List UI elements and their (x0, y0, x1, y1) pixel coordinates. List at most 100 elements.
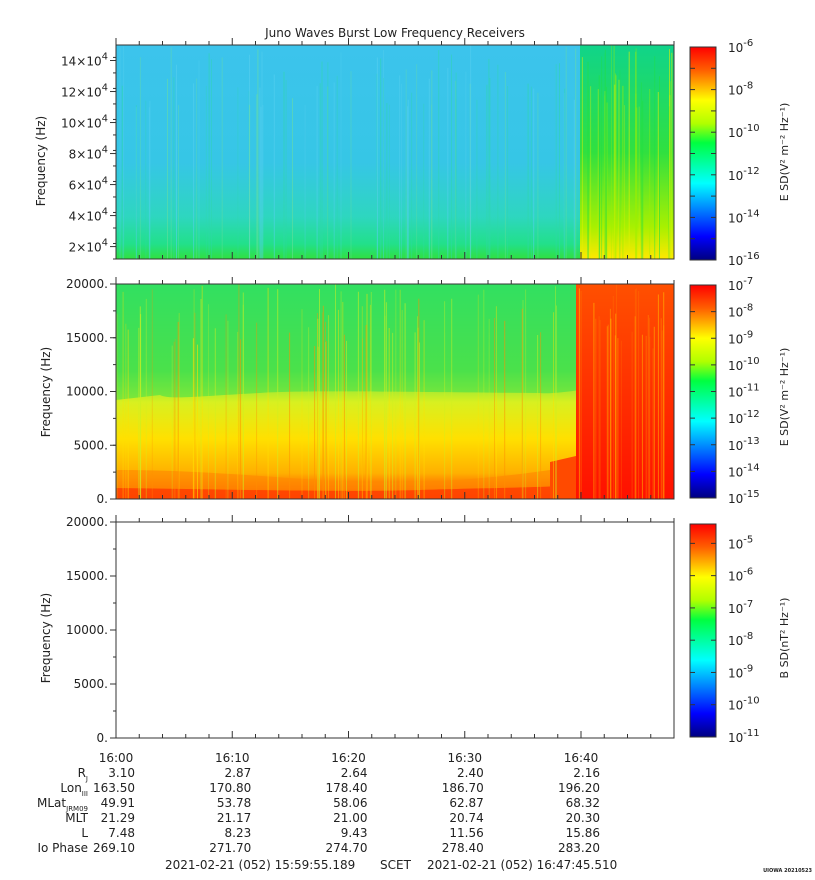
ephemeris-label: MLatJRM09 (37, 796, 88, 813)
panel-1-streaks (119, 45, 673, 259)
y-tick-label: 20000. (66, 277, 108, 291)
ephemeris-value: 178.40 (326, 781, 368, 795)
time-tick-label: 16:40 (564, 751, 599, 765)
ephemeris-label: RJ (78, 766, 88, 783)
ephemeris-label: MLT (65, 811, 88, 825)
panel-3-colorbar (689, 523, 717, 738)
ephemeris-value: 269.10 (93, 841, 135, 855)
panel-2-y-label: Frequency (Hz) (39, 347, 53, 438)
y-tick-label: 5000. (74, 677, 108, 691)
panel-2-x-ticks (115, 277, 675, 499)
footer-stamp: UIOWA 20210523 (763, 868, 812, 874)
panel-2-burst-shoulder (550, 456, 576, 499)
colorbar-tick-label: 10-13 (728, 436, 760, 453)
panel-3: 0. 5000. 10000. 15000. 20000. Frequency (Hz)… (39, 515, 791, 745)
colorbar-tick-label: 10-8 (728, 81, 753, 98)
colorbar-tick-label: 10-9 (728, 663, 753, 680)
ephemeris-value: 2.40 (457, 766, 484, 780)
panel-2-colorbar-ticks: 10-7 10-8 10-9 10-10 10-11 10-12 10-13 10-14 10-… (690, 276, 760, 506)
panel-1-y-axis: 2×104 4×104 6×104 8×104 10×104 12×104 14×104 (61, 52, 116, 260)
colorbar-tick-label: 10-11 (728, 728, 760, 745)
ephemeris-value: 53.78 (217, 796, 251, 810)
footer-end-time: 2021-02-21 (052) 16:47:45.510 (427, 858, 617, 872)
panel-2-upper-green-band (116, 284, 674, 400)
colorbar-tick-label: 10-6 (728, 38, 753, 55)
colorbar-tick-label: 10-8 (728, 631, 753, 648)
y-tick-label: 6×104 (69, 176, 108, 193)
ephemeris-value: 283.20 (558, 841, 600, 855)
ephemeris-label: LonIII (60, 781, 88, 798)
y-tick-label: 2×104 (69, 238, 108, 255)
ephemeris-value: 274.70 (326, 841, 368, 855)
colorbar-tick-label: 10-10 (728, 123, 760, 140)
ephemeris-value: 49.91 (101, 796, 135, 810)
ephemeris-value: 2.64 (341, 766, 368, 780)
panel-3-x-ticks (115, 515, 675, 738)
colorbar-tick-label: 10-6 (728, 567, 753, 584)
ephemeris-value: 20.30 (566, 811, 600, 825)
y-tick-label: 0. (97, 731, 108, 745)
y-tick-label: 10000. (66, 385, 108, 399)
ephemeris-value: 2.16 (573, 766, 600, 780)
colorbar-tick-label: 10-12 (728, 409, 760, 426)
y-tick-label: 8×104 (69, 145, 108, 162)
colorbar-tick-label: 10-15 (728, 489, 760, 506)
colorbar-tick-label: 10-7 (728, 276, 753, 293)
ephemeris-value: 278.40 (442, 841, 484, 855)
y-tick-label: 10×104 (61, 114, 108, 131)
panel-3-colorbar-ticks: 10-5 10-6 10-7 10-8 10-9 10-10 10-11 (690, 534, 760, 745)
time-tick-label: 16:00 (99, 751, 134, 765)
ephemeris-value: 163.50 (93, 781, 135, 795)
y-tick-label: 20000. (66, 515, 108, 529)
panel-2-streaks (116, 284, 665, 499)
ephemeris-value: 21.17 (217, 811, 251, 825)
colorbar-tick-label: 10-14 (728, 462, 760, 479)
colorbar-tick-label: 10-16 (728, 251, 760, 268)
colorbar-tick-label: 10-7 (728, 599, 753, 616)
time-axis-labels: 16:00 16:10 16:20 16:30 16:40 (99, 751, 599, 765)
panel-2-colorbar-label: E SD(V² m⁻² Hz⁻¹) (778, 348, 791, 447)
panel-2-burst-region (576, 284, 674, 499)
time-tick-label: 16:30 (447, 751, 482, 765)
ephemeris-value: 186.70 (442, 781, 484, 795)
ephemeris-value: 21.00 (333, 811, 367, 825)
ephemeris-value: 7.48 (108, 826, 135, 840)
footer-scet-label: SCET (380, 858, 412, 872)
y-tick-label: 0. (97, 492, 108, 506)
ephemeris-value: 271.70 (209, 841, 251, 855)
ephemeris-value: 68.32 (566, 796, 600, 810)
ephemeris-value: 170.80 (209, 781, 251, 795)
ephemeris-value: 20.74 (449, 811, 483, 825)
ephemeris-value: 21.29 (101, 811, 135, 825)
colorbar-tick-label: 10-12 (728, 166, 760, 183)
ephemeris-value: 2.87 (225, 766, 252, 780)
ephemeris-value: 15.86 (566, 826, 600, 840)
panel-3-frame (115, 521, 675, 739)
time-tick-label: 16:10 (215, 751, 250, 765)
colorbar-tick-label: 10-14 (728, 208, 760, 225)
colorbar-tick-label: 10-9 (728, 329, 753, 346)
ephemeris-value: 9.43 (341, 826, 368, 840)
ephemeris-value: 11.56 (449, 826, 483, 840)
panel-2: 0. 5000. 10000. 15000. 20000. Frequency (Hz)… (39, 276, 791, 506)
y-tick-label: 5000. (74, 438, 108, 452)
panel-3-colorbar-label: B SD(nT² Hz⁻¹) (778, 598, 791, 679)
ephemeris-table: RJ 3.10 2.87 2.64 2.40 2.16 LonIII 163.50 170.80… (37, 766, 600, 855)
ephemeris-label: L (81, 826, 88, 840)
colorbar-tick-label: 10-8 (728, 303, 753, 320)
y-tick-label: 4×104 (69, 207, 108, 224)
y-tick-label: 14×104 (61, 52, 108, 69)
panel-3-y-label: Frequency (Hz) (39, 593, 53, 684)
ephemeris-value: 196.20 (558, 781, 600, 795)
footer-start-time: 2021-02-21 (052) 15:59:55.189 (165, 858, 355, 872)
ephemeris-value: 58.06 (333, 796, 367, 810)
panel-1-colorbar-ticks: 10-6 10-8 10-10 10-12 10-14 10-16 (690, 38, 760, 268)
panel-3-y-axis: 0. 5000. 10000. 15000. 20000. (66, 515, 116, 745)
y-tick-label: 15000. (66, 331, 108, 345)
colorbar-tick-label: 10-11 (728, 383, 760, 400)
ephemeris-value: 8.23 (225, 826, 252, 840)
panel-1-colorbar-label: E SD(V² m⁻² Hz⁻¹) (778, 103, 791, 202)
panel-1: 2×104 4×104 6×104 8×104 10×104 12×104 14×104 F… (34, 38, 791, 268)
ephemeris-value: 62.87 (449, 796, 483, 810)
